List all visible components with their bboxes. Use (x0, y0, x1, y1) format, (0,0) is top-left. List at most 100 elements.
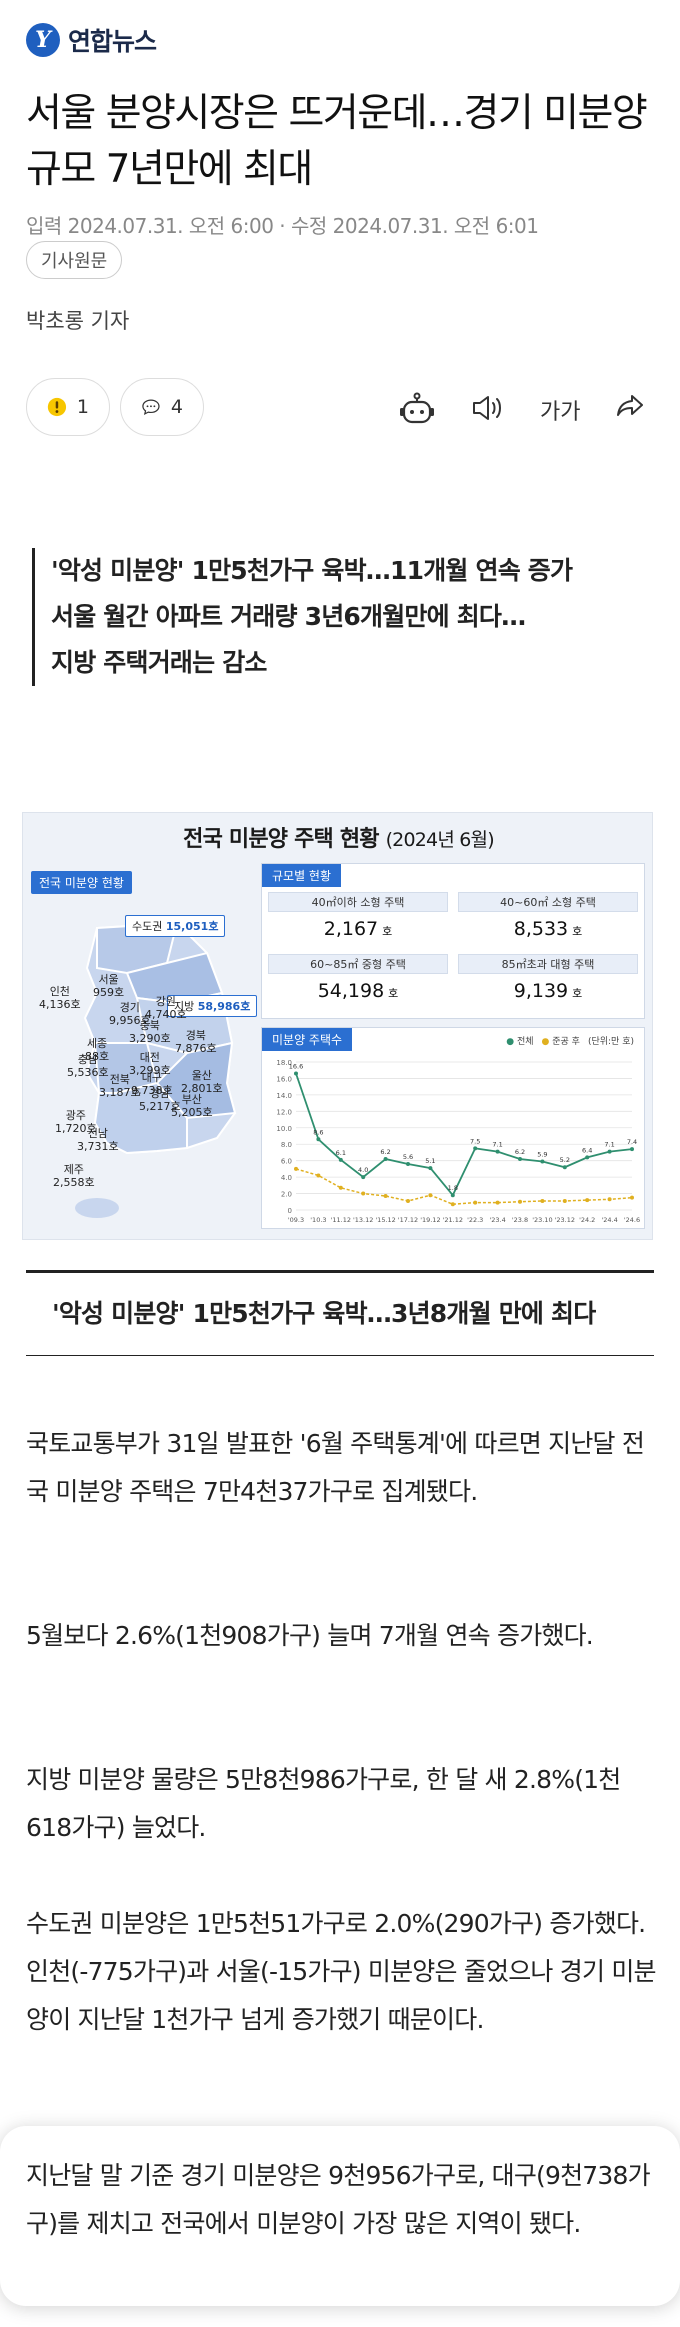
section-heading-text: '악성 미분양' 1만5천가구 육박…3년8개월 만에 최다 (52, 1299, 596, 1328)
data-point (585, 1155, 590, 1160)
article-paragraph: 국토교통부가 31일 발표한 '6월 주택통계'에 따르면 지난달 전국 미분양… (26, 1429, 645, 1506)
unsold-housing-line-chart: 0 2.0 4.0 6.0 8.0 10.0 12.0 14.0 16.0 18.0 '09.3 '1… (276, 1059, 640, 1224)
x-tick-label: '23.8 (512, 1216, 528, 1224)
logo-text: 연합뉴스 (68, 27, 157, 56)
size-cell-label: 60~85㎡ 중형 주택 (268, 954, 448, 974)
share-icon[interactable] (614, 392, 648, 424)
region-value: 4,136호 (39, 998, 81, 1011)
region-value: 3,187호 (99, 1086, 141, 1099)
data-point (450, 1202, 455, 1207)
x-tick-label: '15.12 (375, 1216, 395, 1224)
infographic-title: 전국 미분양 주택 현황 (2024년 6월) (23, 821, 654, 853)
region-label-강원: 강원 4,740호 (145, 995, 187, 1021)
y-tick-label: 16.0 (276, 1075, 292, 1083)
region-value: 959호 (93, 986, 125, 999)
data-point (428, 1193, 433, 1198)
size-panel-label: 규모별 현황 (262, 864, 342, 887)
y-tick-label: 18.0 (276, 1059, 292, 1067)
region-label-경남: 경남 5,217호 (139, 1087, 181, 1113)
x-tick-label: '23.12 (555, 1216, 575, 1224)
size-cell: 85㎡초과 대형 주택 9,139 호 (458, 954, 638, 1010)
region-name: 강원 (155, 995, 176, 1008)
article-paragraph: 수도권 미분양은 1만5천51가구로 2.0%(290가구) 증가했다. 인천(… (26, 1909, 657, 2034)
data-label: 6.4 (582, 1146, 592, 1154)
font-size-button[interactable]: 가가 (540, 400, 581, 425)
y-tick-label: 12.0 (276, 1108, 292, 1116)
x-tick-label: '24.2 (579, 1216, 595, 1224)
region-name: 대전 (139, 1051, 160, 1064)
data-label: 7.4 (627, 1138, 637, 1146)
data-label: 6.2 (380, 1148, 390, 1156)
x-tick-label: '24.6 (624, 1216, 640, 1224)
data-point (316, 1173, 321, 1178)
region-label-대전: 대전 3,299호 (129, 1051, 171, 1077)
size-cell: 40㎡이하 소형 주택 2,167 호 (268, 892, 448, 948)
region-name: 광주 (65, 1109, 86, 1122)
region-name: 경기 (119, 1001, 140, 1014)
region-value: 9,738호 (131, 1084, 173, 1097)
local-label: 지방 (174, 1000, 195, 1013)
region-value: 2,801호 (181, 1082, 223, 1095)
data-point (450, 1193, 455, 1198)
size-cell-unit: 호 (572, 987, 583, 1000)
data-label: 1.8 (448, 1184, 458, 1192)
comment-button[interactable]: 4 (120, 378, 204, 436)
reporter-name[interactable]: 박초롱 기자 (26, 309, 130, 333)
x-tick-label: '17.12 (398, 1216, 418, 1224)
region-label-전남: 전남 3,731호 (77, 1127, 119, 1153)
highlight-popup[interactable]: 지난달 말 기준 경기 미분양은 9천956가구로, 대구(9천738가구)를 … (0, 2126, 680, 2306)
size-cell-label: 40~60㎡ 소형 주택 (458, 892, 638, 912)
region-value: 88호 (85, 1050, 110, 1063)
bot-summary-icon[interactable] (398, 392, 436, 428)
reaction-count: 1 (76, 396, 89, 418)
x-tick-label: '24.4 (601, 1216, 617, 1224)
region-value: 2,558호 (53, 1176, 95, 1189)
subheadline: '악성 미분양' 1만5천가구 육박…11개월 연속 증가 (51, 556, 573, 585)
data-point (630, 1147, 634, 1152)
speaker-icon[interactable] (470, 392, 504, 424)
x-tick-label: '23.10 (532, 1216, 552, 1224)
subheadline-block: '악성 미분양' 1만5천가구 육박…11개월 연속 증가 서울 월간 아파트 … (32, 548, 642, 686)
y-tick-label: 2.0 (281, 1191, 292, 1199)
highlight-text: 지난달 말 기준 경기 미분양은 9천956가구로, 대구(9천738가구)를 … (26, 2161, 651, 2238)
data-point (540, 1198, 545, 1203)
local-total-box: 지방 58,986호 (167, 995, 258, 1017)
region-label-울산: 울산 2,801호 (181, 1069, 223, 1095)
data-point (294, 1166, 298, 1171)
subheadline: 지방 주택거래는 감소 (51, 648, 267, 677)
x-tick-label: '10.3 (310, 1216, 326, 1224)
data-point (540, 1159, 545, 1164)
y-tick-label: 8.0 (281, 1141, 292, 1149)
size-panel: 규모별 현황 40㎡이하 소형 주택 2,167 호 40~60㎡ 소형 주택 8… (261, 863, 645, 1019)
data-point (361, 1175, 366, 1180)
x-tick-label: '13.12 (353, 1216, 373, 1224)
region-name: 경남 (149, 1087, 170, 1100)
legend-total: ● 전체 (506, 1037, 534, 1047)
local-value: 58,986호 (197, 1000, 251, 1013)
metro-value: 15,051호 (165, 920, 219, 933)
region-value: 5,217호 (139, 1100, 181, 1113)
region-label-부산: 부산 5,205호 (171, 1093, 213, 1119)
region-name: 경북 (185, 1029, 206, 1042)
original-article-button[interactable]: 기사원문 (26, 241, 123, 279)
region-value: 3,290호 (129, 1032, 171, 1045)
logo[interactable]: Y 연합뉴스 (26, 22, 157, 58)
legend-unit: (단위:만 호) (587, 1037, 634, 1047)
infographic-period: (2024년 6월) (385, 829, 495, 851)
data-point (383, 1157, 388, 1162)
data-label: 5.9 (537, 1150, 547, 1158)
size-cell-label: 40㎡이하 소형 주택 (268, 892, 448, 912)
data-point (585, 1198, 590, 1203)
data-point (428, 1166, 433, 1171)
reaction-button[interactable]: 1 (26, 378, 110, 436)
infographic[interactable]: 전국 미분양 주택 현황 (2024년 6월) 전국 미분양 현황 수도권 15… (22, 812, 653, 1240)
y-tick-label: 0 (288, 1207, 292, 1215)
data-point (473, 1200, 478, 1205)
region-name: 제주 (63, 1163, 84, 1176)
data-point (495, 1200, 500, 1205)
region-name: 대구 (141, 1071, 162, 1084)
logo-mark: Y (26, 23, 60, 57)
chart-panel: 미분양 주택수 ● 전체 ● 준공 후 (단위:만 호) 0 2.0 4.0 6.0 8… (261, 1027, 645, 1229)
region-value: 3,299호 (129, 1064, 171, 1077)
